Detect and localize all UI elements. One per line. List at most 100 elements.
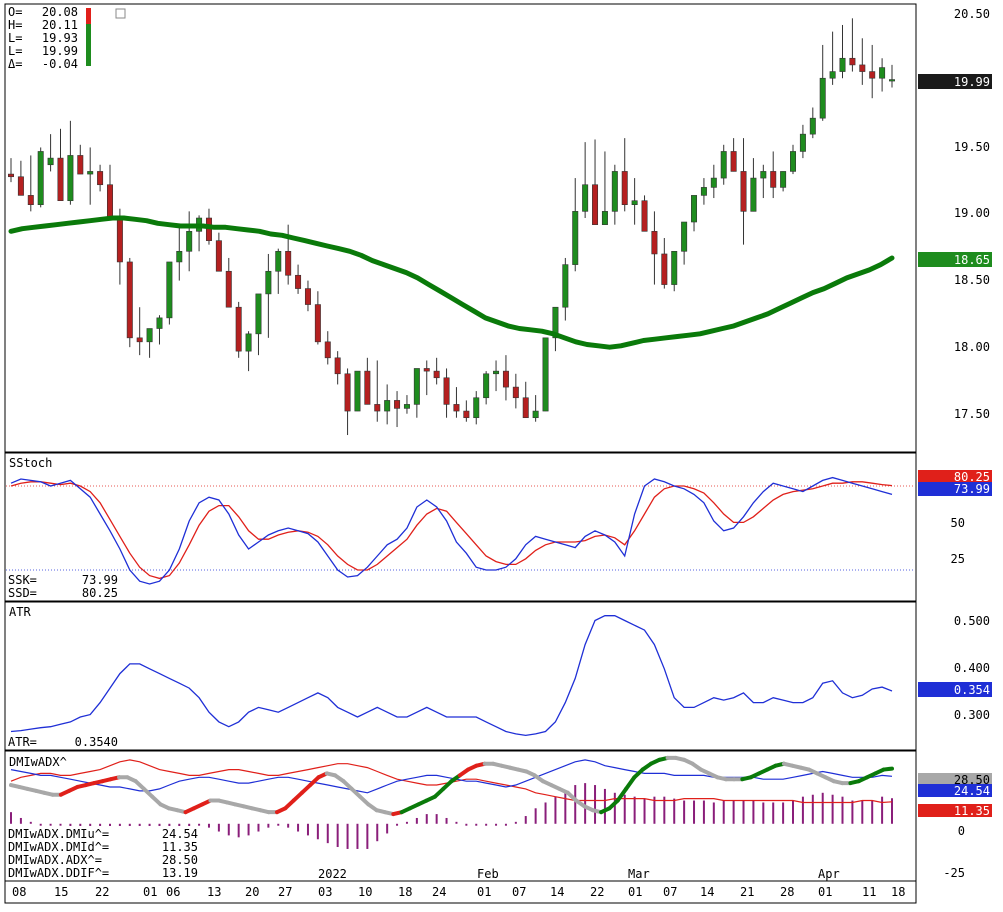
x-month: 2022 <box>318 867 347 881</box>
price-tick: 18.50 <box>954 273 990 287</box>
dmid-tag-text: 11.35 <box>954 804 990 818</box>
x-tick: 14 <box>700 885 714 899</box>
dmiu-value: 24.54 <box>162 827 198 841</box>
x-month: Mar <box>628 867 650 881</box>
atr-tick: 0.300 <box>954 708 990 722</box>
stoch-panel-labels: SStoch 50 25 80.25 73.99 SSK= 73.99 SSD=… <box>6 456 992 600</box>
candle-body <box>225 270 232 308</box>
last-value: 19.99 <box>42 44 78 58</box>
candle-body <box>473 397 480 419</box>
atr-value: 0.3540 <box>75 735 118 749</box>
ssk-tag-text: 73.99 <box>954 482 990 496</box>
adx-label: DMIwADX.ADX^= <box>8 853 102 867</box>
high-value: 20.11 <box>42 18 78 32</box>
candle-body <box>166 261 173 319</box>
candle-body <box>57 157 64 202</box>
atr-panel-labels: ATR 0.500 0.400 0.300 0.354 ATR= 0.3540 <box>6 605 992 749</box>
x-tick: 20 <box>245 885 259 899</box>
candle-body <box>453 404 460 412</box>
atr-tag-text: 0.354 <box>954 683 990 697</box>
price-tick: 19.00 <box>954 206 990 220</box>
candle-body <box>502 370 509 388</box>
price-tick: 19.50 <box>954 140 990 154</box>
candle-body <box>354 370 361 412</box>
candle-body <box>146 328 153 343</box>
atr-title: ATR <box>9 605 31 619</box>
panel-toggle-icon[interactable] <box>115 8 126 19</box>
price-tick: 18.00 <box>954 340 990 354</box>
candle-body <box>413 368 420 405</box>
candle-body <box>483 373 490 399</box>
candle-body <box>97 171 104 186</box>
atr-line <box>10 615 893 737</box>
adx-value: 28.50 <box>162 853 198 867</box>
high-label: H= <box>8 18 22 32</box>
x-month: Feb <box>477 867 499 881</box>
x-tick: 03 <box>318 885 332 899</box>
readout-bar-green <box>86 24 91 66</box>
candle-body <box>512 386 519 399</box>
stoch-title: SStoch <box>9 456 52 470</box>
candle-body <box>809 117 816 135</box>
candle-body <box>720 151 727 179</box>
x-tick: 07 <box>663 885 677 899</box>
candle-body <box>879 67 886 79</box>
dmiu-tag-text: 24.54 <box>954 784 990 798</box>
candle-body <box>27 195 34 206</box>
stoch-tick: 50 <box>951 516 965 530</box>
candle-body <box>582 184 589 212</box>
candle-body <box>572 211 579 265</box>
atr-tick: 0.500 <box>954 614 990 628</box>
candle-body <box>839 57 846 72</box>
candle-body <box>374 404 381 412</box>
ma-price-tag <box>918 252 992 267</box>
candle-body <box>295 274 302 289</box>
candle-body <box>403 404 410 409</box>
candle-body <box>532 410 539 419</box>
moving-average-line <box>8 215 895 350</box>
candle-body <box>750 177 757 212</box>
x-tick: 24 <box>432 885 446 899</box>
x-tick: 10 <box>358 885 372 899</box>
candle-body <box>17 176 24 196</box>
candle-body <box>156 317 163 329</box>
candle-body <box>819 77 826 119</box>
ssk-line <box>10 476 893 585</box>
ssd-label: SSD= <box>8 586 37 600</box>
candle-body <box>245 333 252 352</box>
candle-body <box>592 184 599 225</box>
candle-body <box>760 171 767 179</box>
candle-body <box>790 151 797 172</box>
candle-body <box>691 195 698 223</box>
candle-body <box>700 187 707 196</box>
adx-tag-text: 28.50 <box>954 773 990 787</box>
dmid-tag <box>918 804 992 817</box>
low-value: 19.93 <box>42 31 78 45</box>
readout-bar-red <box>86 8 91 24</box>
candle-body <box>671 250 678 285</box>
price-tick: 20.50 <box>954 7 990 21</box>
candle-body <box>394 400 401 409</box>
candle-body <box>443 377 450 405</box>
candle-body <box>364 370 371 405</box>
candle-body <box>601 211 608 225</box>
atr-tag <box>918 682 992 697</box>
candle-body <box>631 200 638 206</box>
change-value: -0.04 <box>42 57 78 71</box>
candle-body <box>384 400 391 412</box>
x-tick: 01 <box>628 885 642 899</box>
last-price-tag <box>918 74 992 89</box>
candle-body <box>186 231 193 252</box>
candle-body <box>314 304 321 343</box>
candle-body <box>265 270 272 295</box>
ssd-line <box>10 481 893 580</box>
candle-body <box>106 184 113 219</box>
candle-body <box>37 151 44 206</box>
x-tick: 06 <box>166 885 180 899</box>
adx-segment <box>624 775 637 791</box>
candle-body <box>126 261 133 339</box>
candle-body <box>136 337 143 343</box>
candle-body <box>889 79 895 82</box>
ssk-value: 73.99 <box>82 573 118 587</box>
x-tick: 13 <box>207 885 221 899</box>
